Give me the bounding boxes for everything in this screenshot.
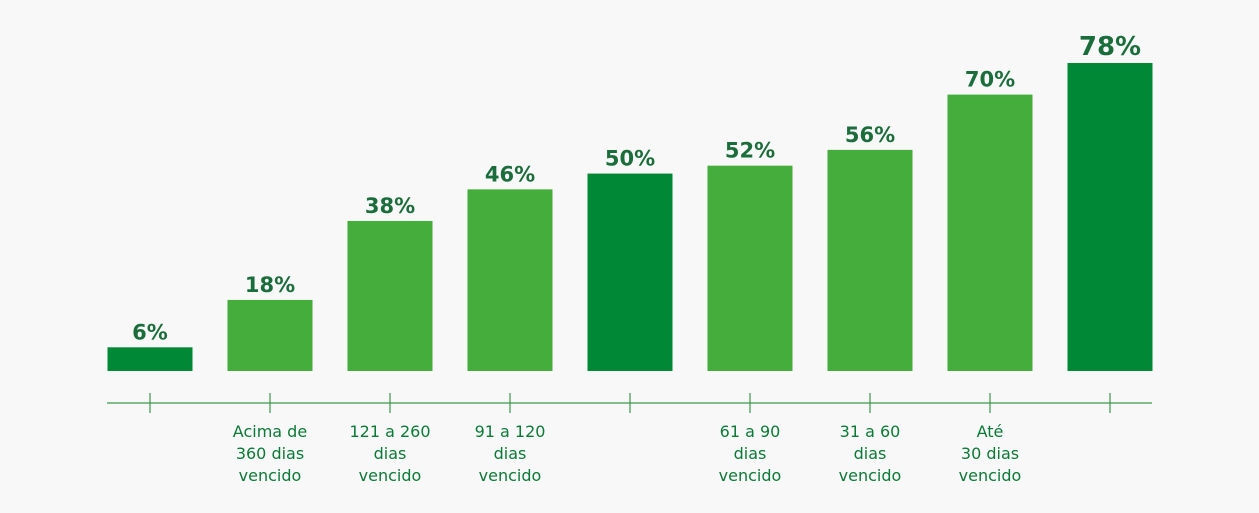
x-tick-label: Acima de 360 dias vencido (232, 422, 308, 485)
x-tick-label: 61 a 90 dias vencido (718, 422, 782, 485)
bar (467, 189, 553, 371)
value-label: 70% (965, 68, 1015, 92)
bar (107, 347, 193, 371)
value-label: 46% (485, 162, 535, 186)
bar (587, 173, 673, 371)
bar (827, 149, 913, 371)
value-label: 50% (605, 147, 655, 171)
bar (1067, 63, 1153, 371)
value-label: 56% (845, 123, 895, 147)
x-tick-label: 31 a 60 dias vencido (838, 422, 902, 485)
x-tick-label: 121 a 260 dias vencido (349, 422, 431, 485)
bar (227, 299, 313, 371)
bar (947, 94, 1033, 371)
value-label: 52% (725, 139, 775, 163)
value-label: 6% (132, 320, 168, 344)
bar (707, 165, 793, 371)
bar (347, 220, 433, 371)
x-tick-label: Até 30 dias vencido (958, 422, 1022, 485)
value-label: 18% (245, 273, 295, 297)
value-label: 78% (1079, 32, 1141, 62)
x-tick-label: 91 a 120 dias vencido (474, 422, 546, 485)
value-label: 38% (365, 194, 415, 218)
